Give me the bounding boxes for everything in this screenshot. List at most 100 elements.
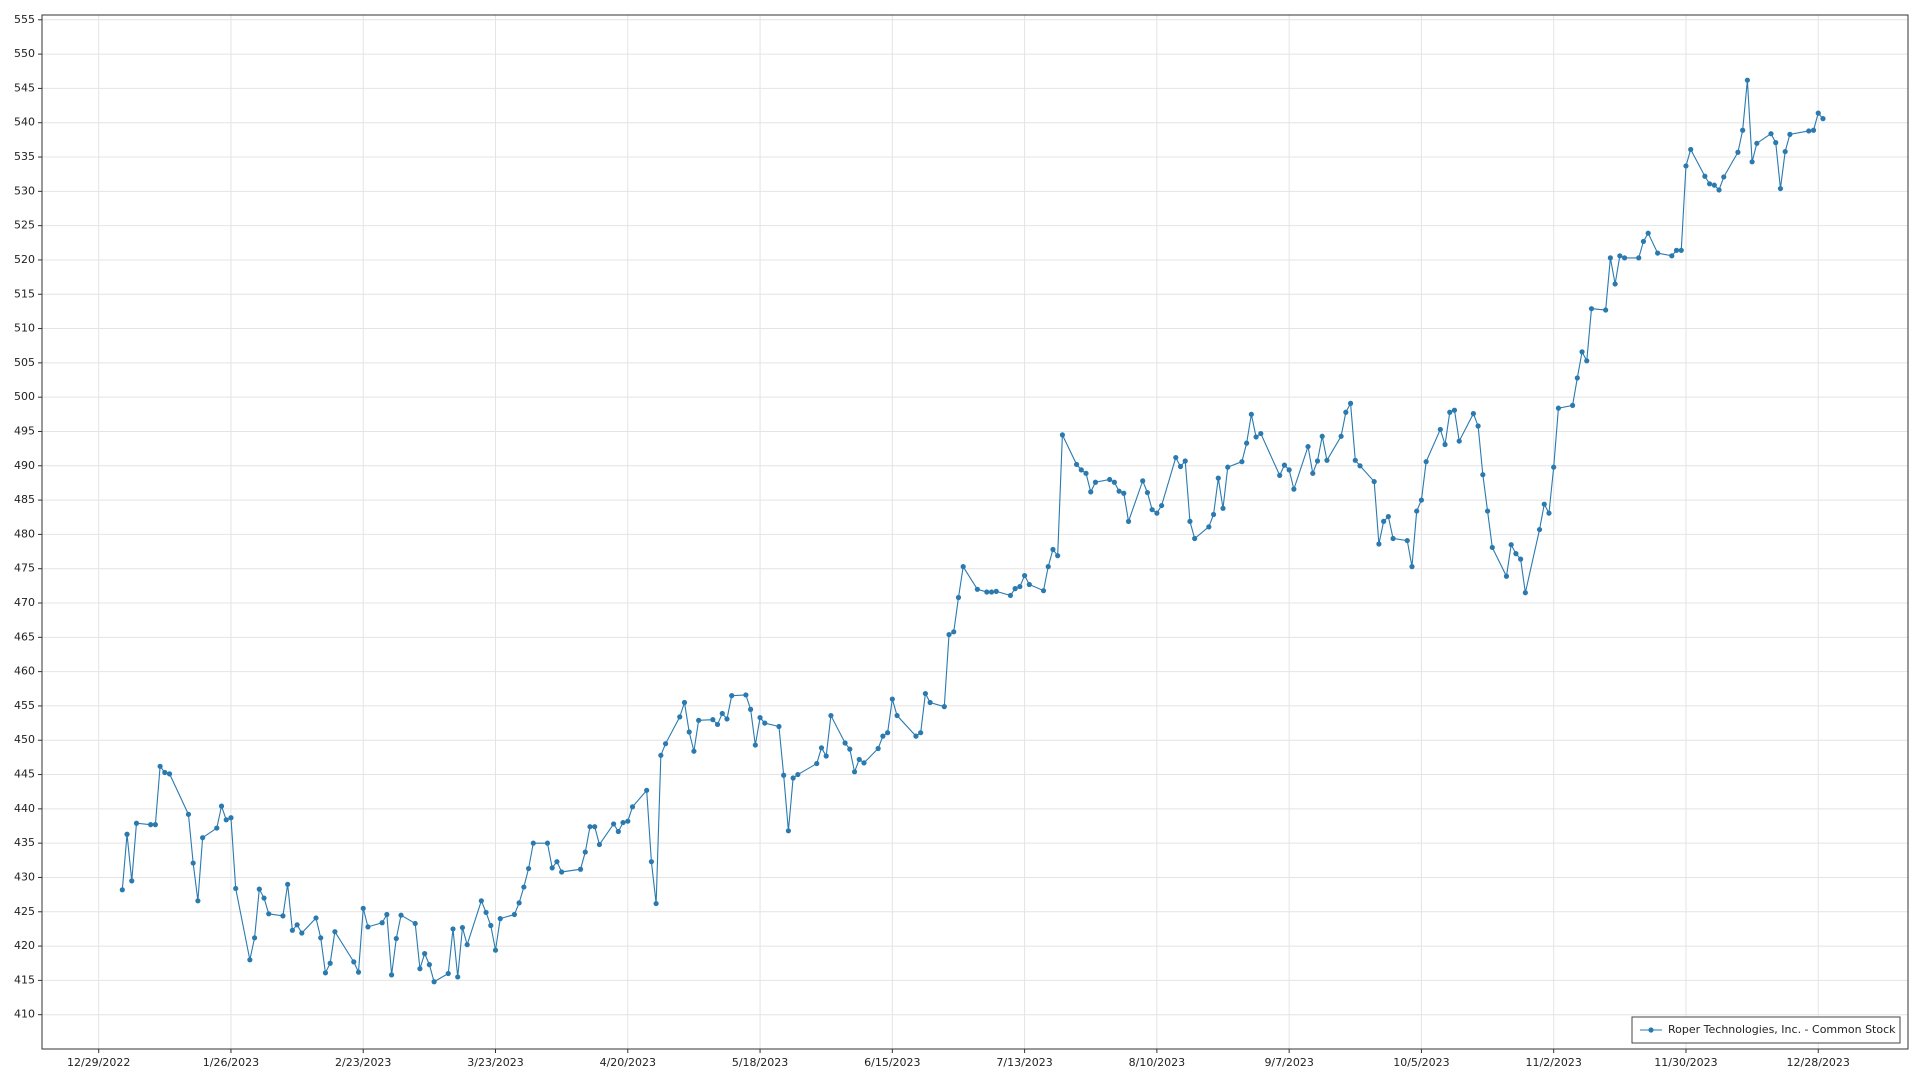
y-tick-label: 475: [14, 562, 35, 575]
data-point: [1258, 430, 1264, 437]
data-point: [1055, 553, 1061, 559]
data-point: [861, 760, 867, 766]
data-point: [1451, 407, 1458, 413]
x-tick-label: 4/20/2023: [600, 1056, 656, 1069]
data-point: [752, 742, 758, 748]
legend: Roper Technologies, Inc. - Common Stock: [1631, 1016, 1901, 1044]
x-tick-label: 2/23/2023: [335, 1056, 391, 1069]
y-tick-label: 425: [14, 905, 35, 918]
data-point: [185, 811, 192, 817]
legend-box: [1631, 1016, 1901, 1044]
data-point: [889, 696, 895, 702]
data-point: [814, 760, 820, 767]
data-point: [1447, 409, 1453, 415]
data-point: [1121, 490, 1127, 496]
data-point: [1404, 537, 1410, 544]
data-point: [388, 972, 395, 978]
data-point: [299, 930, 305, 936]
data-point: [247, 957, 253, 963]
y-tick-label: 530: [14, 184, 35, 197]
y-tick-label: 490: [14, 459, 35, 472]
data-point: [1173, 454, 1179, 461]
data-point: [587, 824, 593, 830]
data-point: [1768, 131, 1774, 137]
data-point: [1754, 140, 1760, 146]
data-point: [1536, 526, 1543, 533]
data-point: [266, 911, 272, 917]
data-point: [1820, 116, 1826, 122]
data-point: [1588, 306, 1595, 312]
y-tick-label: 500: [14, 390, 35, 403]
data-point: [351, 959, 357, 965]
data-point: [1310, 470, 1316, 476]
x-tick-label: 9/7/2023: [1264, 1056, 1313, 1069]
data-point: [228, 815, 234, 821]
data-point: [544, 840, 551, 846]
data-point: [1026, 581, 1032, 588]
data-point: [1442, 441, 1448, 448]
data-point: [412, 920, 418, 927]
data-point: [1206, 524, 1212, 530]
data-point: [1773, 140, 1779, 146]
data-point: [596, 841, 603, 848]
data-point: [1007, 592, 1014, 599]
y-tick-label: 505: [14, 356, 35, 369]
data-point: [1154, 510, 1160, 516]
y-tick-label: 540: [14, 116, 35, 129]
data-point: [1423, 459, 1429, 465]
data-point: [951, 629, 957, 635]
data-point: [133, 820, 140, 826]
data-point: [922, 690, 928, 697]
data-point: [1437, 426, 1443, 433]
data-point: [1579, 349, 1585, 355]
x-tick-label: 3/23/2023: [467, 1056, 523, 1069]
data-point: [1669, 253, 1675, 259]
data-point: [327, 960, 333, 966]
data-point: [417, 966, 423, 972]
data-point: [1574, 375, 1580, 381]
data-point: [946, 631, 952, 638]
data-point: [1192, 535, 1198, 542]
data-point: [124, 831, 130, 837]
data-point: [681, 699, 688, 706]
data-point: [516, 900, 522, 906]
y-tick-label: 410: [14, 1008, 35, 1021]
data-point: [1702, 173, 1708, 179]
data-point: [398, 912, 404, 918]
data-point: [582, 849, 588, 855]
data-point: [294, 922, 300, 928]
data-point: [615, 828, 621, 835]
data-point: [1480, 472, 1486, 478]
data-point: [960, 564, 966, 570]
data-point: [455, 974, 461, 980]
data-point: [1125, 518, 1132, 524]
data-point: [1569, 402, 1576, 409]
data-point: [1655, 250, 1661, 256]
data-point: [1806, 128, 1812, 134]
data-point: [625, 818, 631, 824]
data-point: [1277, 472, 1283, 478]
data-point: [1735, 149, 1741, 155]
data-point: [1017, 583, 1023, 590]
data-point: [1343, 409, 1349, 415]
y-tick-label: 420: [14, 939, 35, 952]
data-point: [1107, 476, 1113, 483]
data-point: [492, 947, 499, 953]
data-point: [1456, 438, 1462, 444]
data-point: [913, 733, 919, 739]
data-point: [1314, 458, 1321, 464]
x-tick-label: 12/28/2023: [1787, 1056, 1850, 1069]
data-point: [1688, 146, 1694, 153]
legend-label: Roper Technologies, Inc. - Common Stock: [1668, 1023, 1896, 1036]
data-point: [1541, 501, 1547, 507]
data-point: [1088, 489, 1094, 495]
data-point: [1338, 433, 1344, 439]
data-point: [525, 865, 532, 872]
data-point: [1376, 541, 1382, 547]
x-tick-label: 5/18/2023: [732, 1056, 788, 1069]
data-point: [1390, 535, 1396, 542]
data-point: [1371, 478, 1377, 485]
y-tick-label: 515: [14, 287, 35, 300]
data-point: [1603, 307, 1609, 313]
